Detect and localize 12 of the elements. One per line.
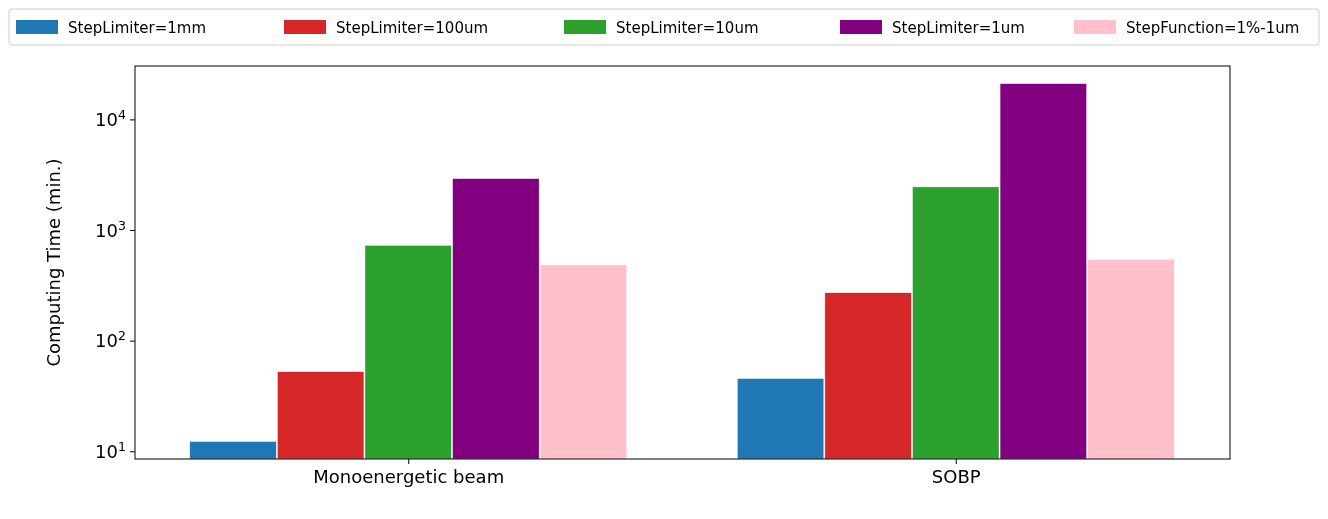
x-tick-label: SOBP xyxy=(931,466,981,487)
y-tick-label: 10$^{3}$ xyxy=(95,217,126,241)
legend-label: StepLimiter=100um xyxy=(336,19,489,37)
legend-label: StepLimiter=1mm xyxy=(68,19,207,37)
legend-label: StepFunction=1%-1um xyxy=(1126,19,1300,37)
y-axis-title: Computing Time (min.) xyxy=(43,158,64,367)
y-tick-label: 10$^{1}$ xyxy=(95,438,126,463)
y-tick-label: 10$^{2}$ xyxy=(95,327,126,352)
y-tick-label: 10$^{4}$ xyxy=(95,106,126,131)
legend-label: StepLimiter=10um xyxy=(616,19,759,37)
legend-label: StepLimiter=1um xyxy=(892,19,1025,37)
x-tick-label: Monoenergetic beam xyxy=(313,466,505,487)
